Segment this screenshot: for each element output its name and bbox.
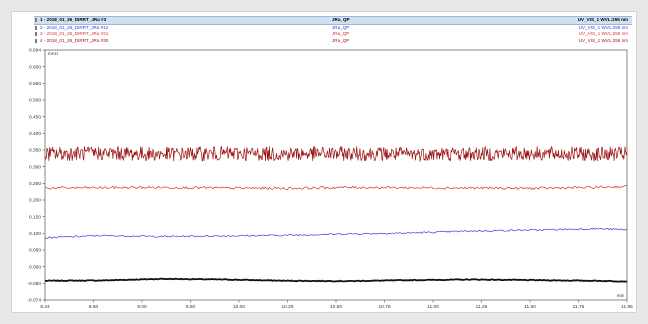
legend-sample-name: 3 - 2018_01_26_DIRRT_JRa #21 xyxy=(40,31,109,37)
legend-channel: UV_VIS_1 WVL:255 nm xyxy=(578,31,628,37)
legend-channel: UV_VIS_1 WVL:255 nm xyxy=(578,37,628,43)
legend-header-row[interactable]: 1 - 2018_01_26_DIRRT_JRa #3 JRa_QP UV_VI… xyxy=(34,16,632,25)
y-tick-label: 0.350 xyxy=(29,148,41,154)
legend-row[interactable]: 2 - 2018_01_26_DIRRT_JRa #12 JRa_QP UV_V… xyxy=(34,25,632,32)
x-tick-label: 10.75 xyxy=(378,304,390,310)
y-tick-label: 0.450 xyxy=(29,114,41,120)
y-tick-label: 0.100 xyxy=(29,231,41,237)
chart-legend: 1 - 2018_01_26_DIRRT_JRa #3 JRa_QP UV_VI… xyxy=(34,16,632,46)
legend-program: JRa_QP xyxy=(332,17,350,22)
y-tick-label: 0.150 xyxy=(29,214,41,220)
legend-program: JRa_QP xyxy=(332,24,350,30)
y-tick-label: 0.600 xyxy=(29,64,41,70)
x-tick-label: 11.50 xyxy=(524,304,536,310)
legend-channel: UV_VIS_1 WVL:255 nm xyxy=(577,17,628,22)
pin-icon[interactable] xyxy=(35,18,37,22)
x-tick-label: 10.25 xyxy=(281,304,293,310)
legend-row[interactable]: 3 - 2018_01_26_DIRRT_JRa #21 JRa_QP UV_V… xyxy=(34,31,632,38)
y-tick-label: 0.050 xyxy=(29,248,41,254)
y-tick-label: 0.400 xyxy=(29,131,41,137)
legend-program: JRa_QP xyxy=(332,31,350,37)
x-tick-label: 11.95 xyxy=(621,304,633,310)
y-tick-label: -0.074 xyxy=(27,298,41,304)
legend-program: JRa_QP xyxy=(332,37,350,43)
series-line xyxy=(44,277,628,283)
pin-icon[interactable] xyxy=(35,25,37,30)
y-tick-label: 0.500 xyxy=(29,98,41,104)
y-tick-label: 0.550 xyxy=(29,81,41,87)
legend-sample-name: 1 - 2018_01_26_DIRRT_JRa #3 xyxy=(40,17,107,22)
legend-row[interactable]: 4 - 2018_01_26_DIRRT_JRa #30 JRa_QP UV_V… xyxy=(34,38,632,45)
legend-channel: UV_VIS_1 WVL:255 nm xyxy=(578,24,628,30)
y-tick-label: 0.000 xyxy=(29,264,41,270)
y-tick-label: 0.200 xyxy=(29,198,41,204)
x-tick-label: 8.50 xyxy=(89,304,99,310)
x-tick-label: 11.25 xyxy=(476,304,488,310)
x-tick-label: 11.75 xyxy=(573,304,585,310)
x-tick-label: 10.50 xyxy=(330,304,342,310)
series-line xyxy=(44,184,628,190)
x-tick-label: 11.00 xyxy=(427,304,439,310)
x-tick-label: 8.24 xyxy=(40,304,50,310)
y-tick-label: 0.250 xyxy=(29,181,41,187)
plot-area xyxy=(44,49,628,301)
x-tick-label: 9.00 xyxy=(137,304,147,310)
pin-icon[interactable] xyxy=(35,38,37,43)
y-tick-label: 0.694 xyxy=(29,48,41,54)
y-axis-label: mAU xyxy=(48,51,58,56)
x-tick-label: 9.50 xyxy=(186,304,196,310)
x-axis-label: min xyxy=(617,293,625,298)
pin-icon[interactable] xyxy=(35,32,37,37)
series-line xyxy=(44,227,628,239)
y-tick-label: 0.300 xyxy=(29,164,41,170)
legend-sample-name: 2 - 2018_01_26_DIRRT_JRa #12 xyxy=(40,24,109,30)
y-tick-label: -0.050 xyxy=(27,281,41,287)
x-tick-label: 10.00 xyxy=(233,304,245,310)
series-line xyxy=(44,146,628,162)
legend-sample-name: 4 - 2018_01_26_DIRRT_JRa #30 xyxy=(40,37,109,43)
